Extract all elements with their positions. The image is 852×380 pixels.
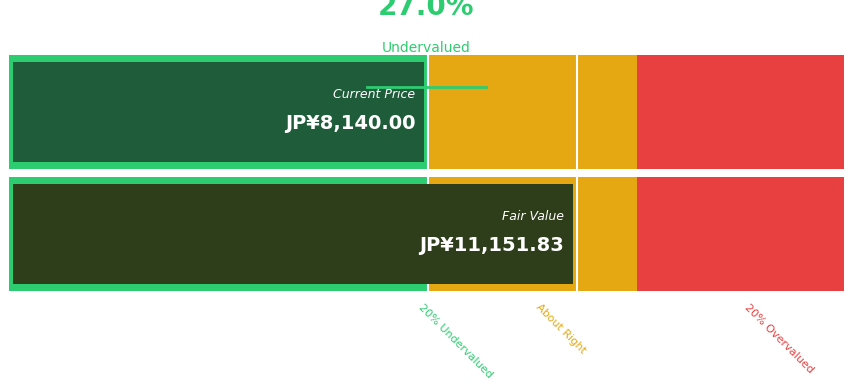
- Text: About Right: About Right: [533, 302, 587, 356]
- Bar: [9, 177, 428, 291]
- Text: Current Price: Current Price: [333, 89, 415, 101]
- Text: 20% Overvalued: 20% Overvalued: [741, 302, 814, 375]
- Text: JP¥8,140.00: JP¥8,140.00: [285, 114, 415, 133]
- Bar: [576, 55, 636, 169]
- Bar: [9, 55, 428, 169]
- Bar: [636, 55, 843, 169]
- Bar: [576, 177, 636, 291]
- Text: 20% Undervalued: 20% Undervalued: [417, 302, 494, 380]
- Text: Fair Value: Fair Value: [502, 210, 563, 223]
- Text: JP¥11,151.83: JP¥11,151.83: [419, 236, 563, 255]
- Text: 27.0%: 27.0%: [377, 0, 475, 21]
- Bar: [428, 177, 576, 291]
- Text: Undervalued: Undervalued: [382, 41, 470, 55]
- Bar: [13, 184, 572, 284]
- Bar: [636, 177, 843, 291]
- Bar: [13, 62, 423, 162]
- Bar: [428, 55, 576, 169]
